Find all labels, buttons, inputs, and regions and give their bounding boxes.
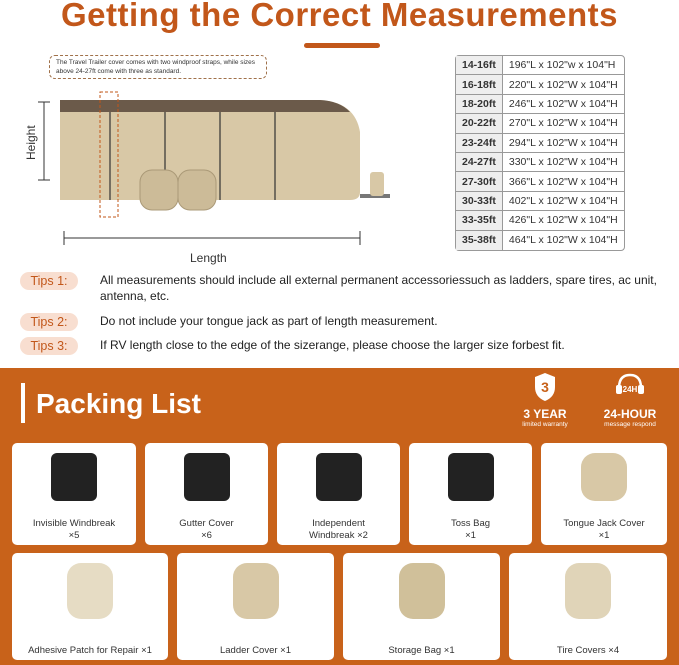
size-range: 14-16ft [456,56,503,76]
item-label: Ladder Cover ×1 [219,645,292,656]
tip: Tips 1: All measurements should include a… [20,272,660,304]
item-label: Storage Bag ×1 [388,645,455,656]
item-label: Invisible Windbreak ×5 [32,518,116,541]
size-range: 16-18ft [456,75,503,95]
size-dimensions: 246"L x 102"W x 104"H [502,95,624,115]
size-dimensions: 426"L x 102"W x 104"H [502,211,624,231]
item-label: Tongue Jack Cover ×1 [563,518,645,541]
size-row: 33-35ft 426"L x 102"W x 104"H [456,211,624,231]
packing-item: Independent Windbreak ×2 [277,443,400,545]
item-label: Independent Windbreak ×2 [309,518,368,541]
size-dimensions: 402"L x 102"W x 104"H [502,192,624,212]
shield-icon: 3 [535,373,555,401]
tip-text: If RV length close to the edge of the si… [100,338,565,352]
heading-bar [21,383,25,423]
item-label: Tire Covers ×4 [556,645,620,656]
support-badge: 24H 24-HOUR message respond [595,372,665,428]
size-dimensions: 330"L x 102"W x 104"H [502,153,624,173]
packing-item: Tongue Jack Cover ×1 [541,443,667,545]
size-row: 35-38ft 464"L x 102"W x 104"H [456,230,624,250]
size-row: 20-22ft 270"L x 102"W x 104"H [456,114,624,134]
size-dimensions: 196"L x 102"w x 104"H [502,56,624,76]
packing-item: Toss Bag ×1 [409,443,532,545]
height-label: Height [24,125,38,160]
size-row: 24-27ft 330"L x 102"W x 104"H [456,152,624,173]
packing-item: Tire Covers ×4 [509,553,667,660]
ladder-cover-icon [177,559,334,623]
packing-item: Ladder Cover ×1 [177,553,334,660]
tip-label: Tips 1: [20,272,78,290]
tip-label: Tips 2: [20,313,78,331]
trailer-diagram: Height Length [24,91,390,265]
strap-icon [277,449,400,505]
size-dimensions: 220"L x 102"W x 104"H [502,75,624,95]
tire-cover-icon [509,559,667,623]
size-dimensions: 464"L x 102"W x 104"H [508,234,618,247]
tip: Tips 2: Do not include your tongue jack a… [20,313,660,331]
item-label: Gutter Cover ×6 [179,518,234,541]
packing-item: Gutter Cover ×6 [145,443,268,545]
size-range: 23-24ft [456,133,503,153]
headset-icon: 24H [616,373,644,394]
storage-bag-icon [343,559,500,623]
svg-text:24H: 24H [623,385,638,394]
size-dimensions: 366"L x 102"W x 104"H [502,172,624,192]
tongue-jack-cover-icon [541,449,667,505]
size-range: 20-22ft [456,114,503,134]
tip-text: Do not include your tongue jack as part … [100,314,438,328]
strap-note: The Travel Trailer cover comes with two … [49,55,267,79]
length-label: Length [190,251,227,265]
tip-text: All measurements should include all exte… [100,273,657,303]
packing-title: Packing List [36,388,201,419]
patch-icon [12,559,168,623]
size-row: 30-33ft 402"L x 102"W x 104"H [456,191,624,212]
size-range: 18-20ft [456,94,503,115]
packing-item: Invisible Windbreak ×5 [12,443,136,545]
size-row: 16-18ft 220"L x 102"W x 104"H [456,75,624,95]
windbreak-icon [12,449,136,505]
tip: Tips 3: If RV length close to the edge of… [20,337,660,355]
page-title: Getting the Correct Measurements [61,0,618,33]
packing-item: Storage Bag ×1 [343,553,500,660]
title-underline [304,43,380,48]
size-range: 33-35ft [456,211,503,231]
size-range: 35-38ft [456,230,503,250]
tip-label: Tips 3: [20,337,78,355]
size-dimensions: 294"L x 102"W x 104"H [502,134,624,153]
size-range: 24-27ft [456,152,503,173]
toss-bag-icon [409,449,532,505]
size-range: 27-30ft [456,172,503,192]
item-label: Adhesive Patch for Repair ×1 [28,645,152,656]
size-row: 23-24ft 294"L x 102"W x 104"H [456,133,624,153]
size-row: 14-16ft 196"L x 102"w x 104"H [456,56,624,76]
size-row: 27-30ft 366"L x 102"W x 104"H [456,172,624,192]
packing-item: Adhesive Patch for Repair ×1 [12,553,168,660]
item-label: Toss Bag ×1 [450,518,491,541]
gutter-cover-icon [145,449,268,505]
size-range: 30-33ft [456,191,503,212]
svg-text:3: 3 [541,379,549,395]
size-row: 18-20ft 246"L x 102"W x 104"H [456,94,624,115]
size-dimensions: 270"L x 102"W x 104"H [502,114,624,134]
size-table: 14-16ft 196"L x 102"w x 104"H 16-18ft 220"L… [455,55,625,251]
warranty-badge: 3 3 YEAR limited warranty [510,372,580,428]
